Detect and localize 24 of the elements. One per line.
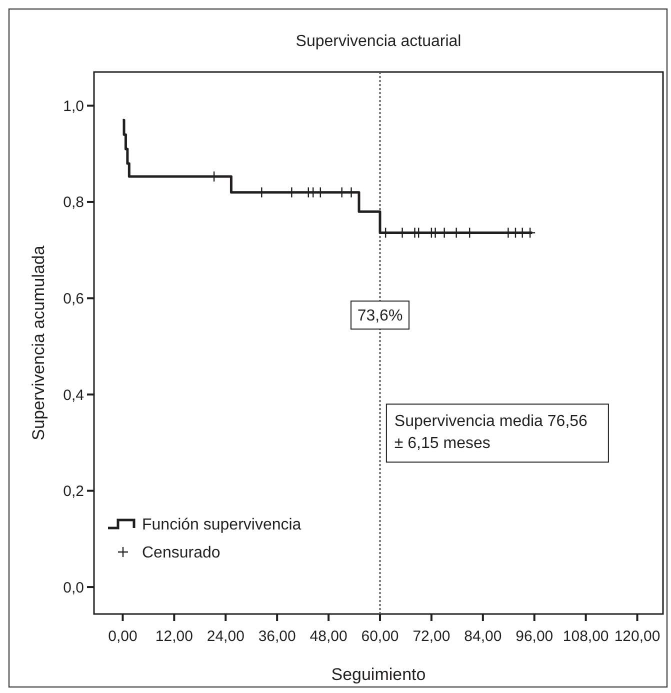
y-tick-label: 0,4	[63, 386, 84, 404]
x-tick-label: 48,00	[310, 628, 348, 645]
y-axis-title: Supervivencia acumulada	[29, 245, 48, 440]
y-tick-label: 0,8	[63, 194, 84, 212]
x-tick-label: 84,00	[464, 628, 502, 645]
x-tick-label: 24,00	[206, 628, 244, 645]
annotation: Supervivencia media 76,56 ± 6,15 meses	[394, 413, 588, 452]
x-tick-label: 36,00	[258, 628, 296, 645]
y-tick-label: 1,0	[63, 98, 84, 115]
x-tick-label: 0,00	[108, 628, 138, 645]
legend-label: Censurado	[142, 544, 220, 562]
legend-label: Función supervivencia	[142, 516, 302, 534]
y-tick-label: 0,0	[63, 579, 84, 596]
y-tick-label: 0,2	[63, 483, 84, 500]
annotation: 73,6%	[357, 308, 403, 325]
x-tick-label: 12,00	[155, 628, 193, 645]
x-tick-label: 72,00	[412, 628, 450, 645]
x-axis-title: Seguimiento	[331, 665, 426, 684]
y-tick-label: 0,6	[63, 290, 84, 308]
x-tick-label: 120,00	[614, 628, 660, 645]
x-tick-label: 60,00	[361, 628, 399, 645]
chart-title: Supervivencia actuarial	[296, 33, 462, 50]
x-tick-label: 108,00	[562, 628, 609, 645]
x-tick-label: 96,00	[516, 628, 554, 645]
